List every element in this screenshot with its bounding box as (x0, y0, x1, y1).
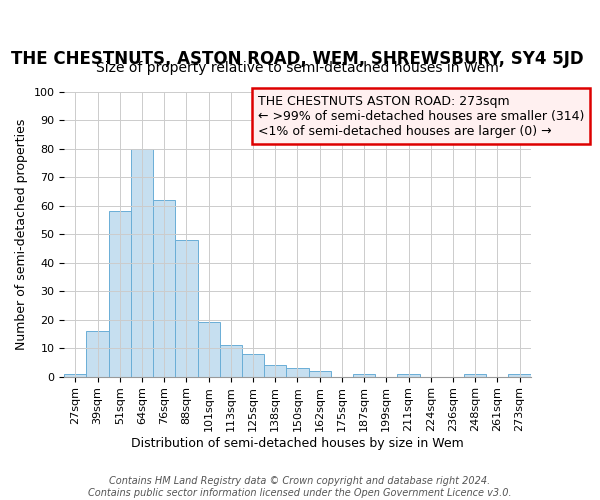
Bar (197, 322, 220, 376)
Y-axis label: Number of semi-detached properties: Number of semi-detached properties (15, 118, 28, 350)
Text: Contains HM Land Registry data © Crown copyright and database right 2024.
Contai: Contains HM Land Registry data © Crown c… (88, 476, 512, 498)
Bar (308, 371, 331, 376)
Bar (175, 240, 197, 376)
Bar (109, 212, 131, 376)
Bar (353, 374, 375, 376)
Text: Size of property relative to semi-detached houses in Wem: Size of property relative to semi-detach… (96, 60, 499, 74)
Bar (86, 331, 109, 376)
Bar (464, 374, 486, 376)
Title: THE CHESTNUTS, ASTON ROAD, WEM, SHREWSBURY, SY4 5JD: THE CHESTNUTS, ASTON ROAD, WEM, SHREWSBU… (11, 50, 584, 68)
Bar (286, 368, 308, 376)
Bar (220, 346, 242, 376)
Bar (508, 374, 530, 376)
Bar (131, 148, 153, 376)
X-axis label: Distribution of semi-detached houses by size in Wem: Distribution of semi-detached houses by … (131, 437, 464, 450)
Bar (153, 200, 175, 376)
Bar (242, 354, 264, 376)
Bar (64, 374, 86, 376)
Bar (264, 365, 286, 376)
Bar (397, 374, 419, 376)
Text: THE CHESTNUTS ASTON ROAD: 273sqm
← >99% of semi-detached houses are smaller (314: THE CHESTNUTS ASTON ROAD: 273sqm ← >99% … (258, 94, 584, 138)
